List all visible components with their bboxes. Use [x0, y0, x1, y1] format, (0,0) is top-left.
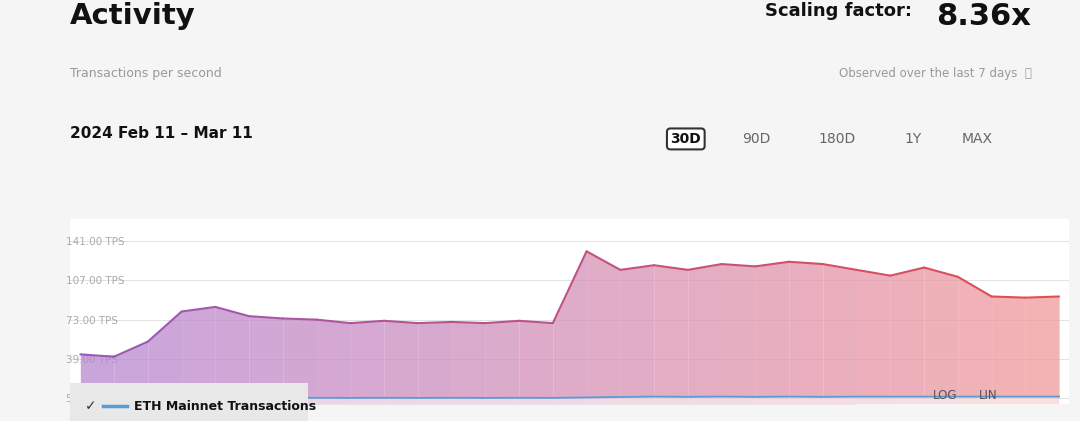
- Text: 30D: 30D: [671, 132, 701, 146]
- Text: 180D: 180D: [819, 132, 855, 146]
- Text: Transactions per second: Transactions per second: [70, 67, 222, 80]
- Text: ETH Mainnet Transactions: ETH Mainnet Transactions: [134, 400, 316, 413]
- Text: Observed over the last 7 days  ⓘ: Observed over the last 7 days ⓘ: [838, 67, 1031, 80]
- Text: ✓: ✓: [84, 399, 96, 413]
- Text: LIN: LIN: [978, 389, 998, 402]
- Text: 2024 Feb 11 – Mar 11: 2024 Feb 11 – Mar 11: [70, 126, 253, 141]
- Text: 8.36x: 8.36x: [936, 2, 1031, 31]
- Text: Activity: Activity: [70, 2, 195, 30]
- Text: 1Y: 1Y: [904, 132, 921, 146]
- Text: Scaling factor:: Scaling factor:: [765, 2, 918, 20]
- Text: LOG: LOG: [933, 389, 957, 402]
- Text: 90D: 90D: [742, 132, 770, 146]
- Text: MAX: MAX: [962, 132, 993, 146]
